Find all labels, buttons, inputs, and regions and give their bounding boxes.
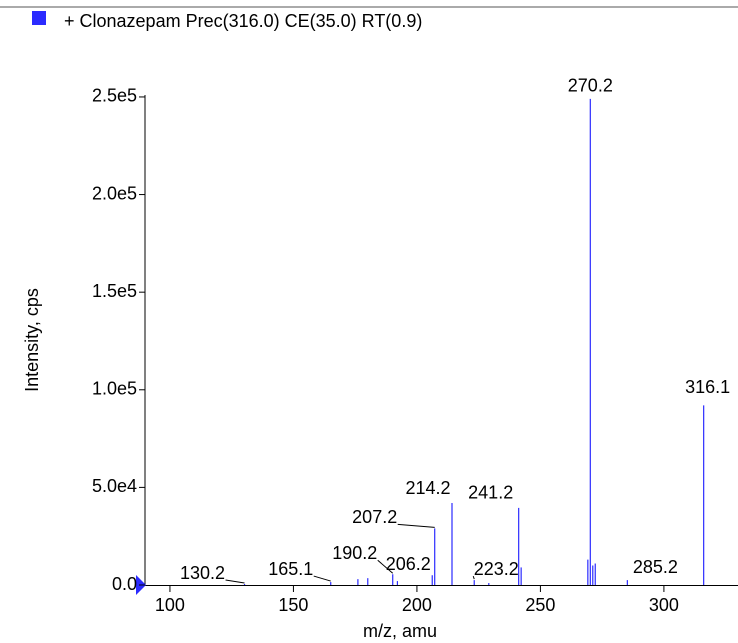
x-tick-label: 250 [525,595,555,615]
peak-label: 190.2 [332,543,377,563]
leader-line [472,575,475,580]
y-tick-label: 1.5e5 [92,281,137,301]
y-tick-label: 5.0e4 [92,476,137,496]
y-axis-title: Intensity, cps [22,288,42,392]
leader-line [313,575,331,582]
y-tick-label: 2.5e5 [92,86,137,106]
peak-label: 316.1 [685,377,730,397]
leader-line [397,523,435,528]
x-axis-title: m/z, amu [363,621,437,641]
peak-label: 214.2 [405,478,450,498]
leader-line [225,579,245,584]
x-tick-label: 150 [278,595,308,615]
x-tick-label: 200 [402,595,432,615]
peak-label: 130.2 [180,563,225,583]
peak-label: 241.2 [468,483,513,503]
peak-label: 270.2 [568,76,613,96]
peak-label: 206.2 [386,554,431,574]
legend-swatch [32,11,46,25]
peak-label: 285.2 [633,557,678,577]
legend-label: + Clonazepam Prec(316.0) CE(35.0) RT(0.9… [64,11,422,31]
leader-line [377,559,394,574]
x-tick-label: 300 [649,595,679,615]
y-tick-label: 0.0 [112,574,137,594]
y-tick-label: 1.0e5 [92,379,137,399]
peak-label: 223.2 [474,559,519,579]
x-tick-label: 100 [155,595,185,615]
peak-label: 165.1 [268,559,313,579]
peak-label: 207.2 [352,507,397,527]
y-tick-label: 2.0e5 [92,183,137,203]
